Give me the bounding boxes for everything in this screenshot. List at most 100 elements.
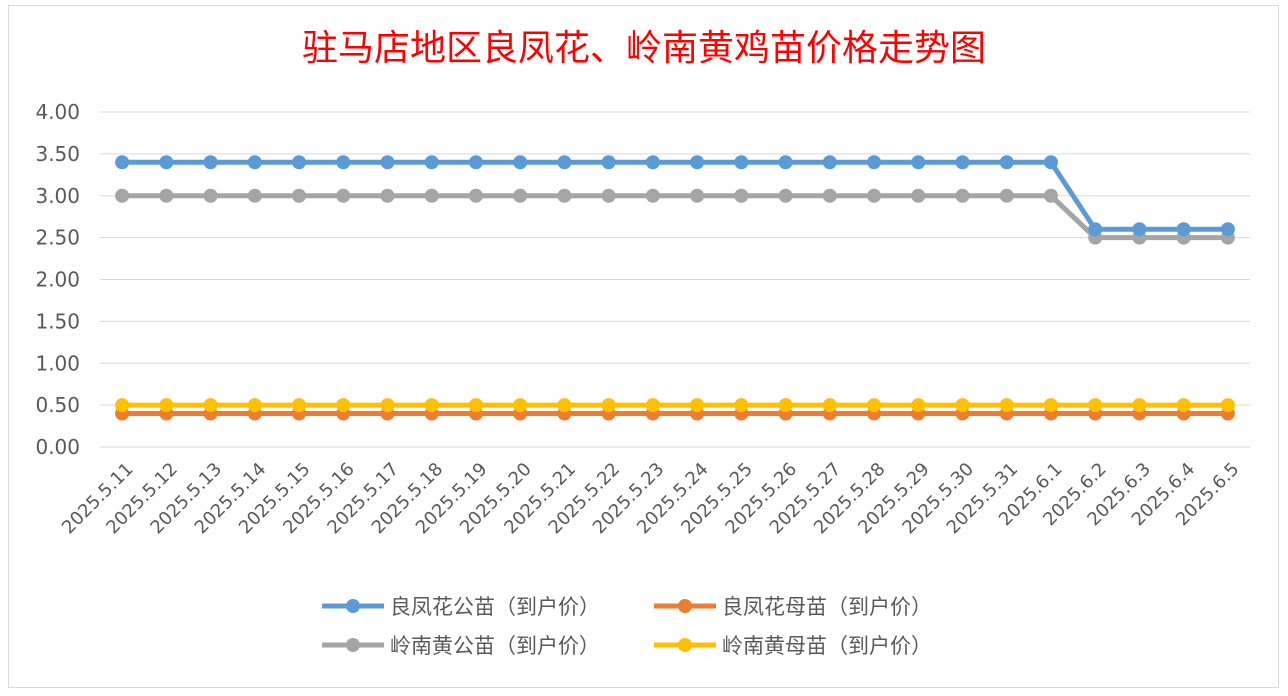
y-tick-label: 3.50 [35, 142, 80, 166]
legend-swatch-marker [346, 599, 360, 613]
data-point [778, 398, 793, 413]
data-point [690, 398, 705, 413]
data-point [1220, 222, 1235, 237]
chart-title: 驻马店地区良凤花、岭南黄鸡苗价格走势图 [302, 28, 986, 69]
series-1 [115, 155, 1235, 237]
data-point [645, 188, 660, 203]
data-point [734, 155, 749, 170]
data-point [203, 188, 218, 203]
y-tick-label: 2.00 [35, 268, 80, 292]
legend-label: 岭南黄母苗（到户价） [722, 634, 932, 658]
data-point [867, 188, 882, 203]
data-point [1043, 155, 1058, 170]
data-point [159, 398, 174, 413]
data-point [601, 398, 616, 413]
data-point [1043, 398, 1058, 413]
data-point [822, 155, 837, 170]
data-point [557, 398, 572, 413]
legend-swatch-marker [678, 638, 692, 652]
data-point [115, 188, 130, 203]
data-point [601, 155, 616, 170]
data-point [778, 155, 793, 170]
data-point [999, 188, 1014, 203]
data-point [690, 155, 705, 170]
y-tick-label: 4.00 [35, 100, 80, 124]
data-point [380, 398, 395, 413]
legend-label: 良凤花母苗（到户价） [722, 595, 932, 619]
data-point [1176, 398, 1191, 413]
data-point [247, 155, 262, 170]
data-point [911, 398, 926, 413]
data-point [424, 188, 439, 203]
data-point [1088, 222, 1103, 237]
data-point [955, 155, 970, 170]
data-point [336, 155, 351, 170]
y-tick-label: 0.00 [35, 435, 80, 459]
data-point [424, 155, 439, 170]
data-point [867, 398, 882, 413]
data-point [380, 155, 395, 170]
data-point [734, 398, 749, 413]
legend-label: 岭南黄公苗（到户价） [390, 634, 600, 658]
data-point [645, 398, 660, 413]
data-point [292, 155, 307, 170]
data-point [292, 188, 307, 203]
y-tick-label: 1.00 [35, 351, 80, 375]
data-point [115, 155, 130, 170]
data-point [159, 155, 174, 170]
series-group [115, 155, 1235, 421]
data-point [513, 188, 528, 203]
data-point [867, 155, 882, 170]
data-point [1132, 222, 1147, 237]
data-point [734, 188, 749, 203]
data-point [203, 398, 218, 413]
legend-item: 岭南黄公苗（到户价） [322, 634, 600, 658]
data-point [424, 398, 439, 413]
data-point [468, 398, 483, 413]
data-point [822, 188, 837, 203]
legend-item: 岭南黄母苗（到户价） [654, 634, 932, 658]
data-point [999, 398, 1014, 413]
data-point [115, 398, 130, 413]
data-point [645, 155, 660, 170]
legend: 良凤花公苗（到户价） 良凤花母苗（到户价） 岭南黄公苗（到户价） 岭南黄母苗（到户价） [322, 595, 932, 658]
data-point [1220, 398, 1235, 413]
y-tick-label: 1.50 [35, 309, 80, 333]
data-point [557, 188, 572, 203]
y-axis-ticks: 0.00 0.50 1.00 1.50 2.00 2.50 3.00 3.50 4.00 [35, 100, 80, 459]
data-point [203, 155, 218, 170]
series-3 [115, 188, 1235, 245]
data-point [380, 188, 395, 203]
data-point [955, 188, 970, 203]
legend-item: 良凤花母苗（到户价） [654, 595, 932, 619]
data-point [1043, 188, 1058, 203]
data-point [557, 155, 572, 170]
data-point [1088, 398, 1103, 413]
data-point [999, 155, 1014, 170]
data-point [468, 188, 483, 203]
legend-item: 良凤花公苗（到户价） [322, 595, 600, 619]
data-point [1132, 398, 1147, 413]
data-point [1176, 222, 1191, 237]
data-point [690, 188, 705, 203]
series-4 [115, 398, 1235, 413]
data-point [468, 155, 483, 170]
data-point [601, 188, 616, 203]
data-point [911, 155, 926, 170]
chart-border [8, 5, 1279, 688]
data-point [911, 188, 926, 203]
data-point [513, 155, 528, 170]
y-tick-label: 3.00 [35, 184, 80, 208]
data-point [955, 398, 970, 413]
data-point [822, 398, 837, 413]
data-point [292, 398, 307, 413]
legend-label: 良凤花公苗（到户价） [390, 595, 600, 619]
data-point [336, 188, 351, 203]
data-point [513, 398, 528, 413]
data-point [247, 188, 262, 203]
y-tick-label: 2.50 [35, 226, 80, 250]
data-point [336, 398, 351, 413]
data-point [247, 398, 262, 413]
